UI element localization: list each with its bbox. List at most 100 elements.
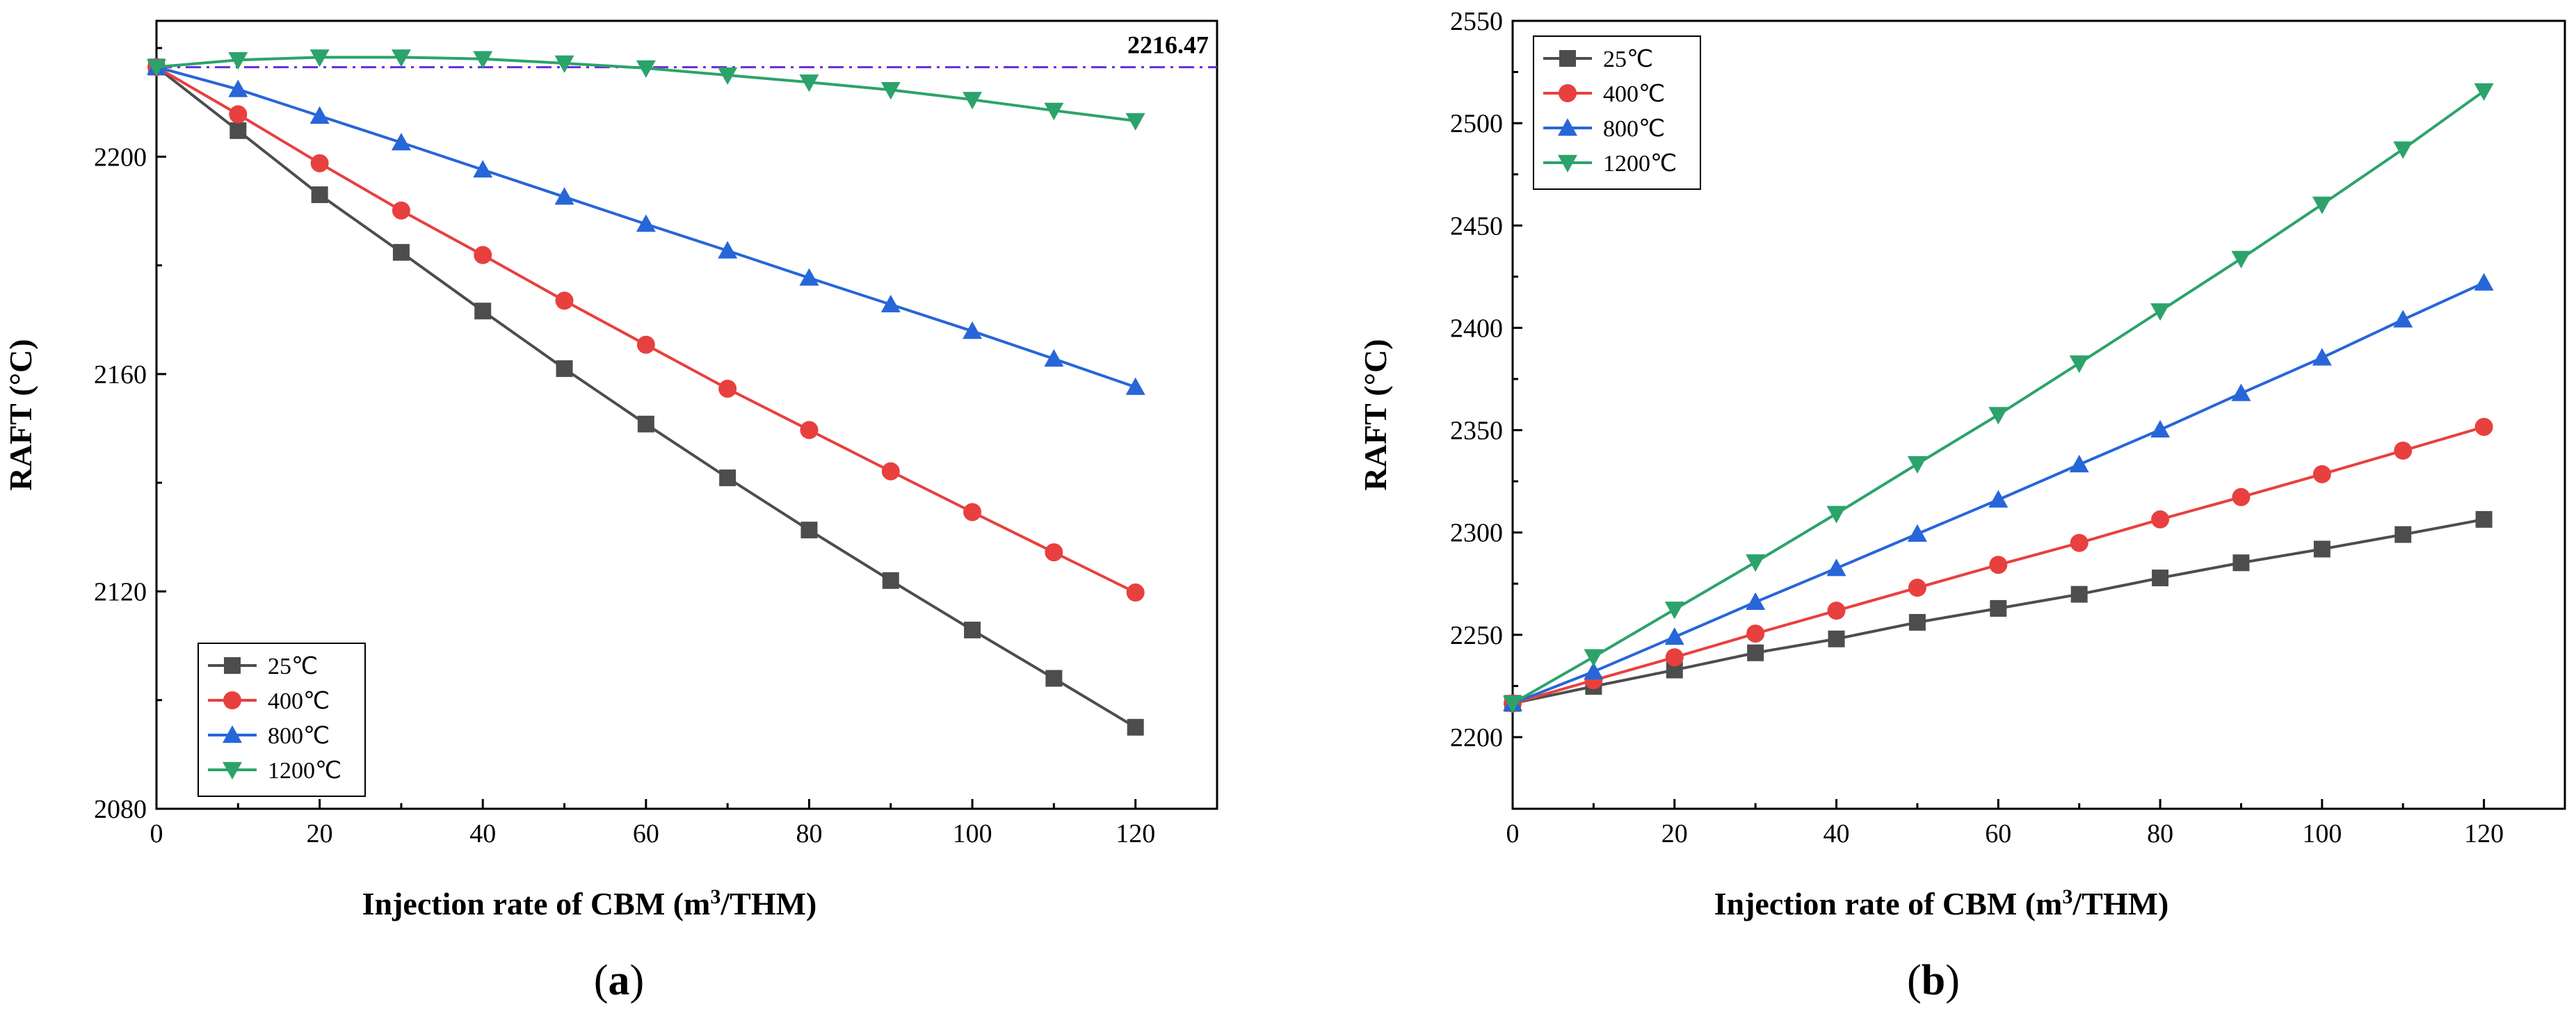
- data-point: [229, 105, 248, 124]
- legend-marker: [1558, 118, 1577, 136]
- data-point: [800, 421, 819, 440]
- data-point: [309, 106, 330, 124]
- x-tick-label: 40: [1824, 819, 1850, 848]
- data-point: [2475, 510, 2493, 528]
- x-tick-label: 60: [1985, 819, 2011, 848]
- data-point: [1746, 554, 1766, 572]
- data-point: [1584, 649, 1604, 667]
- data-point: [1907, 524, 1927, 542]
- data-point: [309, 49, 330, 67]
- y-tick-label: 2080: [94, 795, 147, 824]
- data-point: [1908, 613, 1926, 631]
- data-point: [963, 92, 983, 110]
- legend-marker: [223, 691, 241, 709]
- reference-line-label: 2216.47: [1127, 31, 1209, 59]
- legend: 25℃ 400℃ 800℃ 1200℃: [1533, 35, 1701, 190]
- legend-label: 800℃: [1603, 116, 1665, 142]
- plot-frame: [1511, 19, 2566, 810]
- data-point: [880, 294, 901, 313]
- data-point: [2232, 554, 2250, 572]
- y-tick-label: 2200: [94, 143, 147, 172]
- data-point: [1746, 592, 1766, 610]
- data-point: [799, 74, 819, 92]
- legend-label: 1200℃: [1603, 151, 1677, 177]
- data-point: [2069, 355, 2089, 373]
- x-tick-label: 0: [150, 819, 163, 848]
- data-point: [1045, 670, 1063, 687]
- legend-label: 25℃: [268, 654, 318, 679]
- data-point: [2313, 540, 2331, 558]
- y-axis-title: RAFT (°C): [1358, 339, 1393, 490]
- data-point: [1990, 599, 2007, 617]
- series-line: [155, 65, 1136, 594]
- data-point: [718, 379, 737, 398]
- legend-label: 400℃: [1603, 81, 1665, 107]
- data-point: [718, 67, 738, 86]
- data-point: [881, 462, 900, 481]
- chart-panel-b: 0 20 40 60 80 100 120 2200 2250 2300 2350 2400 2450 2…: [1358, 7, 2566, 1004]
- data-point: [391, 49, 411, 67]
- legend-label: 800℃: [268, 723, 330, 749]
- data-point: [2312, 348, 2332, 366]
- x-tick-label: 100: [2302, 819, 2342, 848]
- x-axis-title: Injection rate of CBM (m3/THM): [1714, 885, 2169, 922]
- data-point: [1988, 490, 2009, 508]
- data-point: [2394, 442, 2413, 460]
- data-point: [228, 52, 248, 70]
- data-point: [1503, 695, 1522, 713]
- x-tick-label: 80: [796, 819, 822, 848]
- data-point: [2070, 586, 2088, 603]
- data-point: [473, 51, 493, 69]
- y-tick-label: 2550: [1450, 7, 1503, 36]
- data-point: [2474, 83, 2494, 101]
- data-point: [2150, 419, 2171, 438]
- panel-caption: (a): [594, 957, 644, 1004]
- x-tick-label: 120: [2464, 819, 2504, 848]
- data-point: [1826, 558, 1846, 577]
- series-25℃: [1504, 510, 2493, 712]
- y-tick-label: 2300: [1450, 519, 1503, 548]
- data-point: [637, 415, 654, 433]
- x-tick-label: 120: [1116, 819, 1155, 848]
- y-tick-label: 2250: [1450, 621, 1503, 650]
- data-point: [882, 572, 899, 589]
- data-point: [1746, 624, 1765, 643]
- data-point: [964, 621, 981, 638]
- data-point: [554, 187, 574, 205]
- data-point: [880, 82, 901, 100]
- panel-caption: (b): [1907, 957, 1960, 1004]
- data-point: [392, 201, 410, 220]
- data-point: [636, 214, 656, 232]
- x-tick-label: 80: [2147, 819, 2173, 848]
- data-point: [228, 79, 248, 97]
- data-point: [1747, 644, 1764, 661]
- y-tick-label: 2200: [1450, 723, 1503, 752]
- legend-marker: [223, 761, 242, 780]
- data-point: [719, 469, 736, 487]
- y-tick-label: 2450: [1450, 211, 1503, 241]
- data-point: [963, 321, 983, 339]
- data-point: [2069, 455, 2089, 473]
- series-25℃: [148, 58, 1144, 736]
- data-point: [718, 241, 738, 259]
- data-point: [799, 268, 819, 286]
- legend-label: 400℃: [268, 688, 330, 714]
- data-point: [230, 122, 247, 139]
- data-point: [473, 160, 493, 178]
- data-point: [392, 243, 410, 261]
- data-point: [800, 522, 818, 539]
- data-point: [636, 60, 656, 78]
- legend-marker: [1559, 50, 1576, 67]
- data-point: [147, 59, 166, 77]
- series-1200℃: [1503, 83, 2494, 713]
- legend-marker: [223, 725, 242, 743]
- legend-marker: [1558, 154, 1577, 172]
- data-point: [310, 154, 329, 172]
- x-tick-label: 20: [307, 819, 333, 848]
- x-tick-label: 0: [1506, 819, 1520, 848]
- x-tick-label: 40: [469, 819, 496, 848]
- data-point: [1664, 602, 1684, 620]
- chart-panel-a: 0 20 40 60 80 100 120 2080 2120 2160 2200 Injection…: [3, 19, 1218, 1004]
- data-point: [1127, 718, 1144, 736]
